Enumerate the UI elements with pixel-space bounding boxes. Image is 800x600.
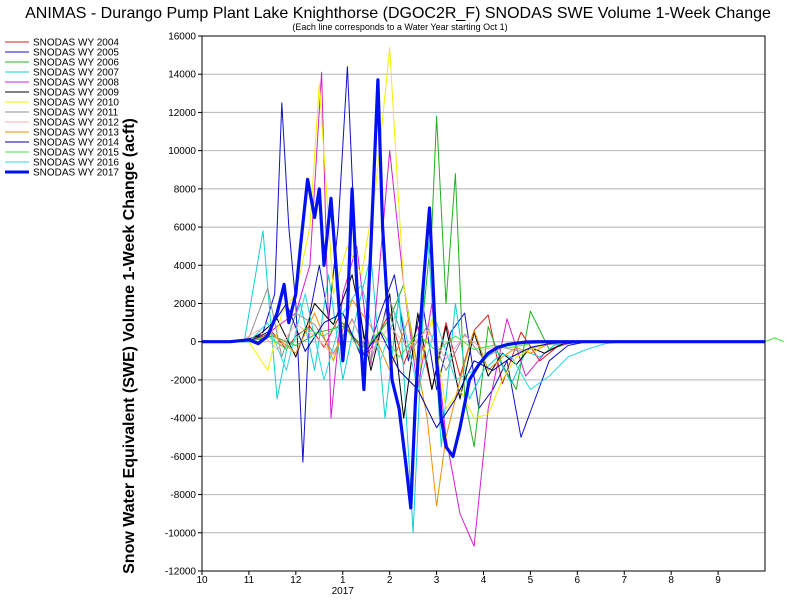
- series-group: [202, 47, 784, 547]
- legend-item-label: SNODAS WY 2011: [33, 108, 119, 119]
- legend-item-label: SNODAS WY 2009: [33, 88, 119, 99]
- y-tick-label: 0: [190, 337, 196, 348]
- legend-item-label: SNODAS WY 2015: [33, 148, 119, 159]
- y-tick-label: -2000: [170, 375, 196, 386]
- x-tick-label: 11: [244, 575, 255, 586]
- x-tick-label: 8: [668, 575, 674, 586]
- legend-item-label: SNODAS WY 2017: [33, 168, 119, 179]
- legend-item-label: SNODAS WY 2012: [33, 118, 119, 129]
- y-tick-label: 6000: [174, 223, 197, 234]
- x-year-label: 2017: [332, 586, 355, 597]
- y-tick-label: 12000: [168, 108, 196, 119]
- x-tick-label: 4: [481, 575, 487, 586]
- x-tick-label: 5: [528, 575, 534, 586]
- x-tick-label: 9: [715, 575, 721, 586]
- legend-item-label: SNODAS WY 2014: [33, 138, 119, 149]
- y-tick-label: -10000: [165, 528, 197, 539]
- series-line-wy2016: [202, 283, 765, 390]
- y-axis-label: Snow Water Equivalent (SWE) Volume 1-Wee…: [121, 118, 138, 574]
- x-tick-label: 6: [575, 575, 581, 586]
- chart-subtitle: (Each line corresponds to a Water Year s…: [292, 22, 507, 32]
- y-tick-label: -8000: [170, 490, 196, 501]
- y-tick-label: 10000: [168, 146, 196, 157]
- x-tick-label: 10: [196, 575, 208, 586]
- x-tick-label: 3: [434, 575, 440, 586]
- x-tick-label: 1: [340, 575, 346, 586]
- series-line-wy2010: [202, 47, 765, 419]
- legend-item-label: SNODAS WY 2007: [33, 68, 119, 79]
- y-tick-label: 8000: [174, 184, 197, 195]
- legend-item-label: SNODAS WY 2010: [33, 98, 119, 109]
- series-line-wy2017: [202, 78, 765, 510]
- series-line-wy2012: [202, 320, 765, 360]
- legend-item-label: SNODAS WY 2004: [33, 38, 119, 49]
- x-tick-label: 12: [290, 575, 302, 586]
- legend-item-label: SNODAS WY 2013: [33, 128, 119, 139]
- chart-title: ANIMAS - Durango Pump Plant Lake Knighth…: [25, 5, 771, 22]
- legend-item-label: SNODAS WY 2006: [33, 58, 119, 69]
- y-tick-label: 16000: [168, 32, 196, 43]
- series-line-wy2005: [202, 66, 765, 463]
- y-tick-label: 2000: [174, 299, 197, 310]
- series-line-wy2006: [202, 115, 765, 448]
- y-tick-label: -12000: [165, 567, 197, 578]
- y-tick-label: -4000: [170, 414, 196, 425]
- y-tick-label: 14000: [168, 70, 196, 81]
- x-tick-label: 7: [621, 575, 627, 586]
- x-tick-label: 2: [387, 575, 393, 586]
- legend-item-label: SNODAS WY 2008: [33, 78, 119, 89]
- y-tick-label: 4000: [174, 261, 197, 272]
- legend-item-label: SNODAS WY 2016: [33, 158, 119, 169]
- legend-item-label: SNODAS WY 2005: [33, 48, 119, 59]
- y-axis: -12000 -10000 -8000 -6000 -4000 -2000 0 2000 400…: [165, 32, 202, 578]
- series-line-wy2014: [202, 303, 765, 429]
- y-tick-label: -6000: [170, 452, 196, 463]
- series-line-wy2008: [202, 71, 765, 547]
- series-line-wy2013: [202, 299, 765, 507]
